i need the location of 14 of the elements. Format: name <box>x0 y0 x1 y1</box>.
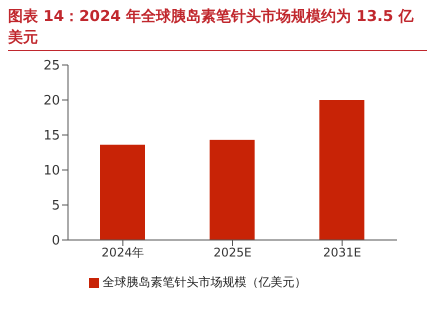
bar <box>210 140 255 240</box>
legend-label: 全球胰岛素笔针头市场规模（亿美元） <box>102 275 306 289</box>
bar <box>100 144 145 240</box>
y-tick-label: 0 <box>52 234 60 249</box>
bar <box>319 100 364 240</box>
chart-title: 图表 14：2024 年全球胰岛素笔针头市场规模约为 13.5 亿美元 <box>8 6 427 51</box>
y-tick-label: 5 <box>52 198 60 214</box>
y-tick-label: 15 <box>43 128 60 144</box>
x-tick-label: 2024年 <box>102 246 144 260</box>
y-tick-label: 20 <box>43 94 60 109</box>
x-tick-label: 2031E <box>323 246 362 260</box>
y-tick-label: 25 <box>43 58 60 74</box>
y-tick-label: 10 <box>43 164 60 179</box>
x-tick-label: 2025E <box>213 246 252 260</box>
